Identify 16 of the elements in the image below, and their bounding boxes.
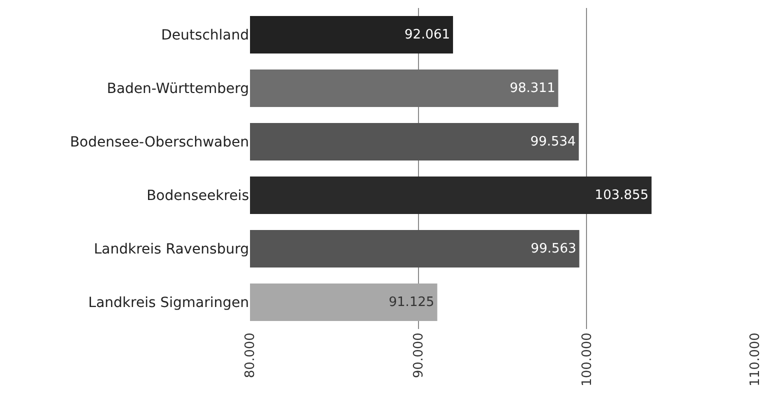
x-tick-label: 110.000 — [748, 332, 764, 386]
data-label: 99.534 — [530, 134, 576, 150]
data-label: 99.563 — [530, 241, 576, 256]
y-tick-label: Deutschland — [161, 28, 249, 44]
y-tick-label: Baden-Württemberg — [106, 81, 249, 98]
x-tick-label: 90.000 — [412, 332, 427, 378]
y-tick-label: Landkreis Sigmaringen — [88, 295, 249, 312]
x-tick-label: 80.000 — [243, 332, 258, 378]
data-label: 92.061 — [404, 27, 450, 42]
y-tick-label: Bodensee-Oberschwaben — [70, 134, 249, 151]
x-tick-label: 100.000 — [580, 332, 595, 386]
data-label: 98.311 — [510, 80, 556, 96]
y-tick-label: Bodenseekreis — [146, 188, 249, 204]
y-tick-label: Landkreis Ravensburg — [94, 242, 249, 258]
data-label: 103.855 — [594, 188, 649, 203]
data-label: 91.125 — [388, 294, 434, 310]
